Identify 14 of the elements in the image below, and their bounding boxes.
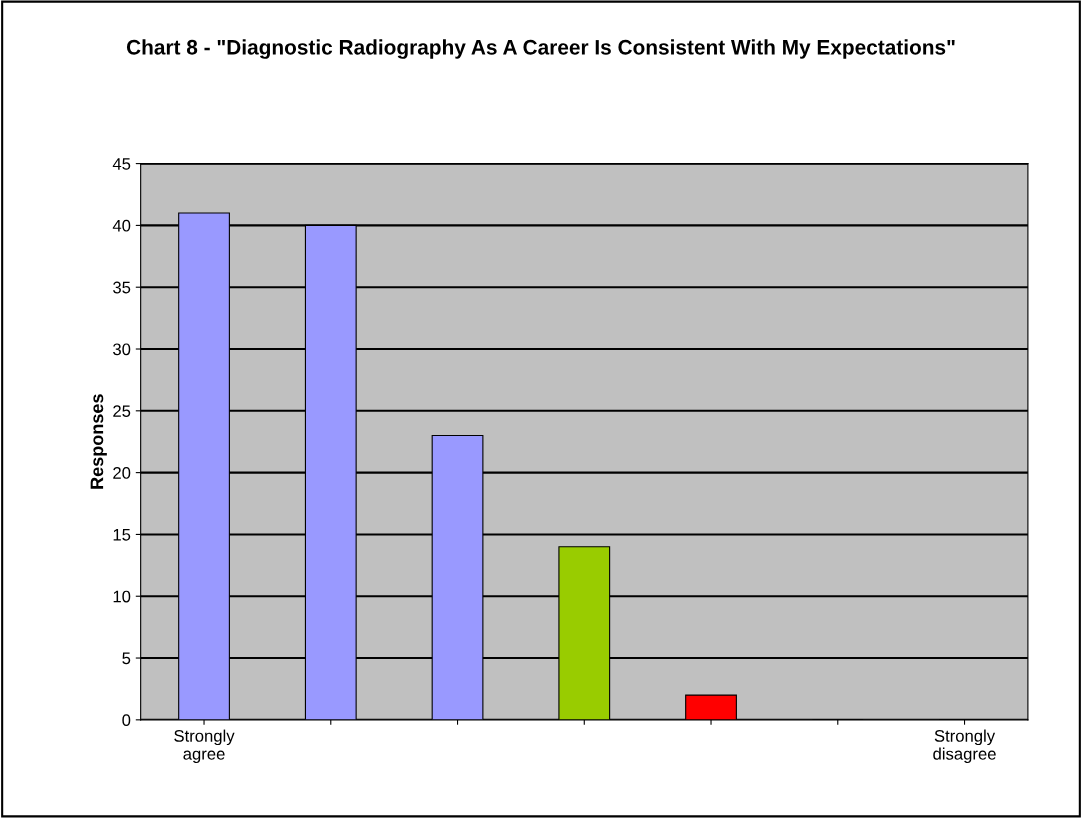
y-tick-label: 10 — [113, 590, 131, 603]
x-tick-label: Strongly disagree — [933, 729, 996, 764]
y-tick-label: 0 — [122, 714, 131, 727]
y-tick-label: 45 — [112, 158, 131, 170]
y-tick-label: 20 — [113, 467, 131, 479]
y-tick-label: 15 — [113, 529, 131, 541]
y-tick-label: 5 — [122, 652, 131, 665]
x-tick-label: Strongly agree — [174, 729, 235, 764]
y-tick-label: 25 — [113, 405, 131, 418]
y-axis-title: Responses — [90, 394, 107, 489]
y-tick-label: 40 — [112, 219, 131, 232]
chart-title: Chart 8 - "Diagnostic Radiography As A Career Is Consistent With My Expectations" — [126, 39, 955, 59]
y-tick-label: 30 — [113, 343, 131, 356]
y-tick-label: 35 — [113, 281, 131, 294]
